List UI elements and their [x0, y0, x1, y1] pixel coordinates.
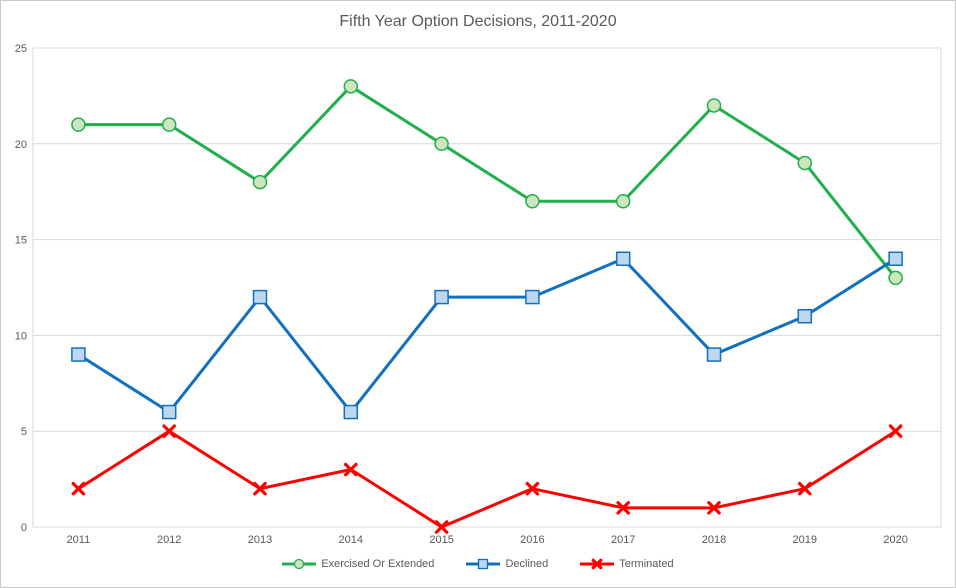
legend: Exercised Or Extended Declined Terminated	[1, 558, 955, 570]
legend-item-exercised-or-extended: Exercised Or Extended	[282, 558, 434, 570]
x-axis-tick-label: 2013	[248, 534, 272, 546]
legend-item-declined: Declined	[466, 558, 548, 570]
legend-label: Exercised Or Extended	[321, 558, 435, 570]
plot-border	[32, 47, 942, 528]
legend-circle-marker-icon	[282, 558, 317, 570]
legend-label: Terminated	[619, 558, 674, 570]
data-point-marker	[797, 155, 813, 171]
x-axis-tick-label: 2014	[339, 534, 363, 546]
data-point-marker	[71, 347, 86, 362]
series-exercised-or-extended	[71, 79, 903, 286]
series-line-terminated	[76, 429, 898, 529]
data-point-marker	[294, 558, 305, 570]
data-point-marker	[615, 194, 631, 209]
data-point-marker	[591, 558, 603, 570]
data-point-marker	[252, 174, 268, 190]
data-point-marker	[344, 462, 358, 477]
data-point-marker	[706, 347, 722, 362]
data-point-marker	[71, 481, 86, 496]
data-point-marker	[478, 558, 489, 570]
data-point-marker	[71, 117, 86, 132]
data-point-marker	[343, 79, 359, 94]
data-point-marker	[434, 520, 449, 534]
data-point-marker	[161, 117, 177, 132]
x-axis-tick-label: 2018	[702, 534, 726, 546]
data-point-marker	[253, 481, 267, 496]
y-axis-tick-label: 25	[15, 43, 27, 55]
data-point-marker	[888, 251, 903, 267]
data-point-marker	[343, 404, 359, 420]
x-axis-tick-label: 2015	[429, 534, 453, 546]
data-point-marker	[434, 136, 449, 152]
data-point-marker	[525, 289, 540, 305]
data-point-marker	[525, 194, 540, 209]
legend-label: Declined	[505, 558, 549, 570]
data-point-marker	[162, 424, 176, 438]
x-axis-tick-label: 2020	[883, 534, 907, 546]
y-axis-tick-label: 0	[21, 522, 27, 534]
y-axis-tick-label: 15	[15, 235, 27, 247]
data-point-marker	[707, 501, 721, 515]
x-axis-tick-label: 2017	[611, 534, 635, 546]
data-point-marker	[525, 481, 540, 496]
data-point-marker	[615, 251, 631, 267]
data-point-marker	[616, 501, 630, 515]
data-point-marker	[161, 404, 177, 420]
chart-title: Fifth Year Option Decisions, 2011-2020	[339, 13, 617, 30]
x-axis-tick-label: 2019	[793, 534, 817, 546]
data-point-marker	[797, 308, 813, 324]
legend-x-marker-icon	[580, 558, 615, 570]
y-axis-tick-label: 20	[15, 139, 27, 151]
y-axis-tick-label: 5	[21, 426, 27, 438]
y-axis-tick-label: 10	[15, 330, 27, 342]
data-point-marker	[888, 424, 903, 438]
data-point-marker	[706, 98, 722, 113]
series-line-declined	[76, 257, 898, 414]
x-axis-tick-label: 2012	[157, 534, 181, 546]
data-point-marker	[798, 481, 812, 496]
data-point-marker	[252, 289, 268, 305]
x-axis-tick-label: 2011	[67, 534, 91, 546]
legend-item-terminated: Terminated	[580, 558, 674, 570]
legend-square-marker-icon	[466, 558, 501, 570]
data-point-marker	[888, 270, 903, 286]
x-axis-tick-label: 2016	[520, 534, 544, 546]
data-point-marker	[434, 289, 449, 305]
series-declined	[71, 251, 903, 420]
series-line-exercised-or-extended	[76, 84, 898, 280]
series-terminated	[71, 424, 903, 534]
